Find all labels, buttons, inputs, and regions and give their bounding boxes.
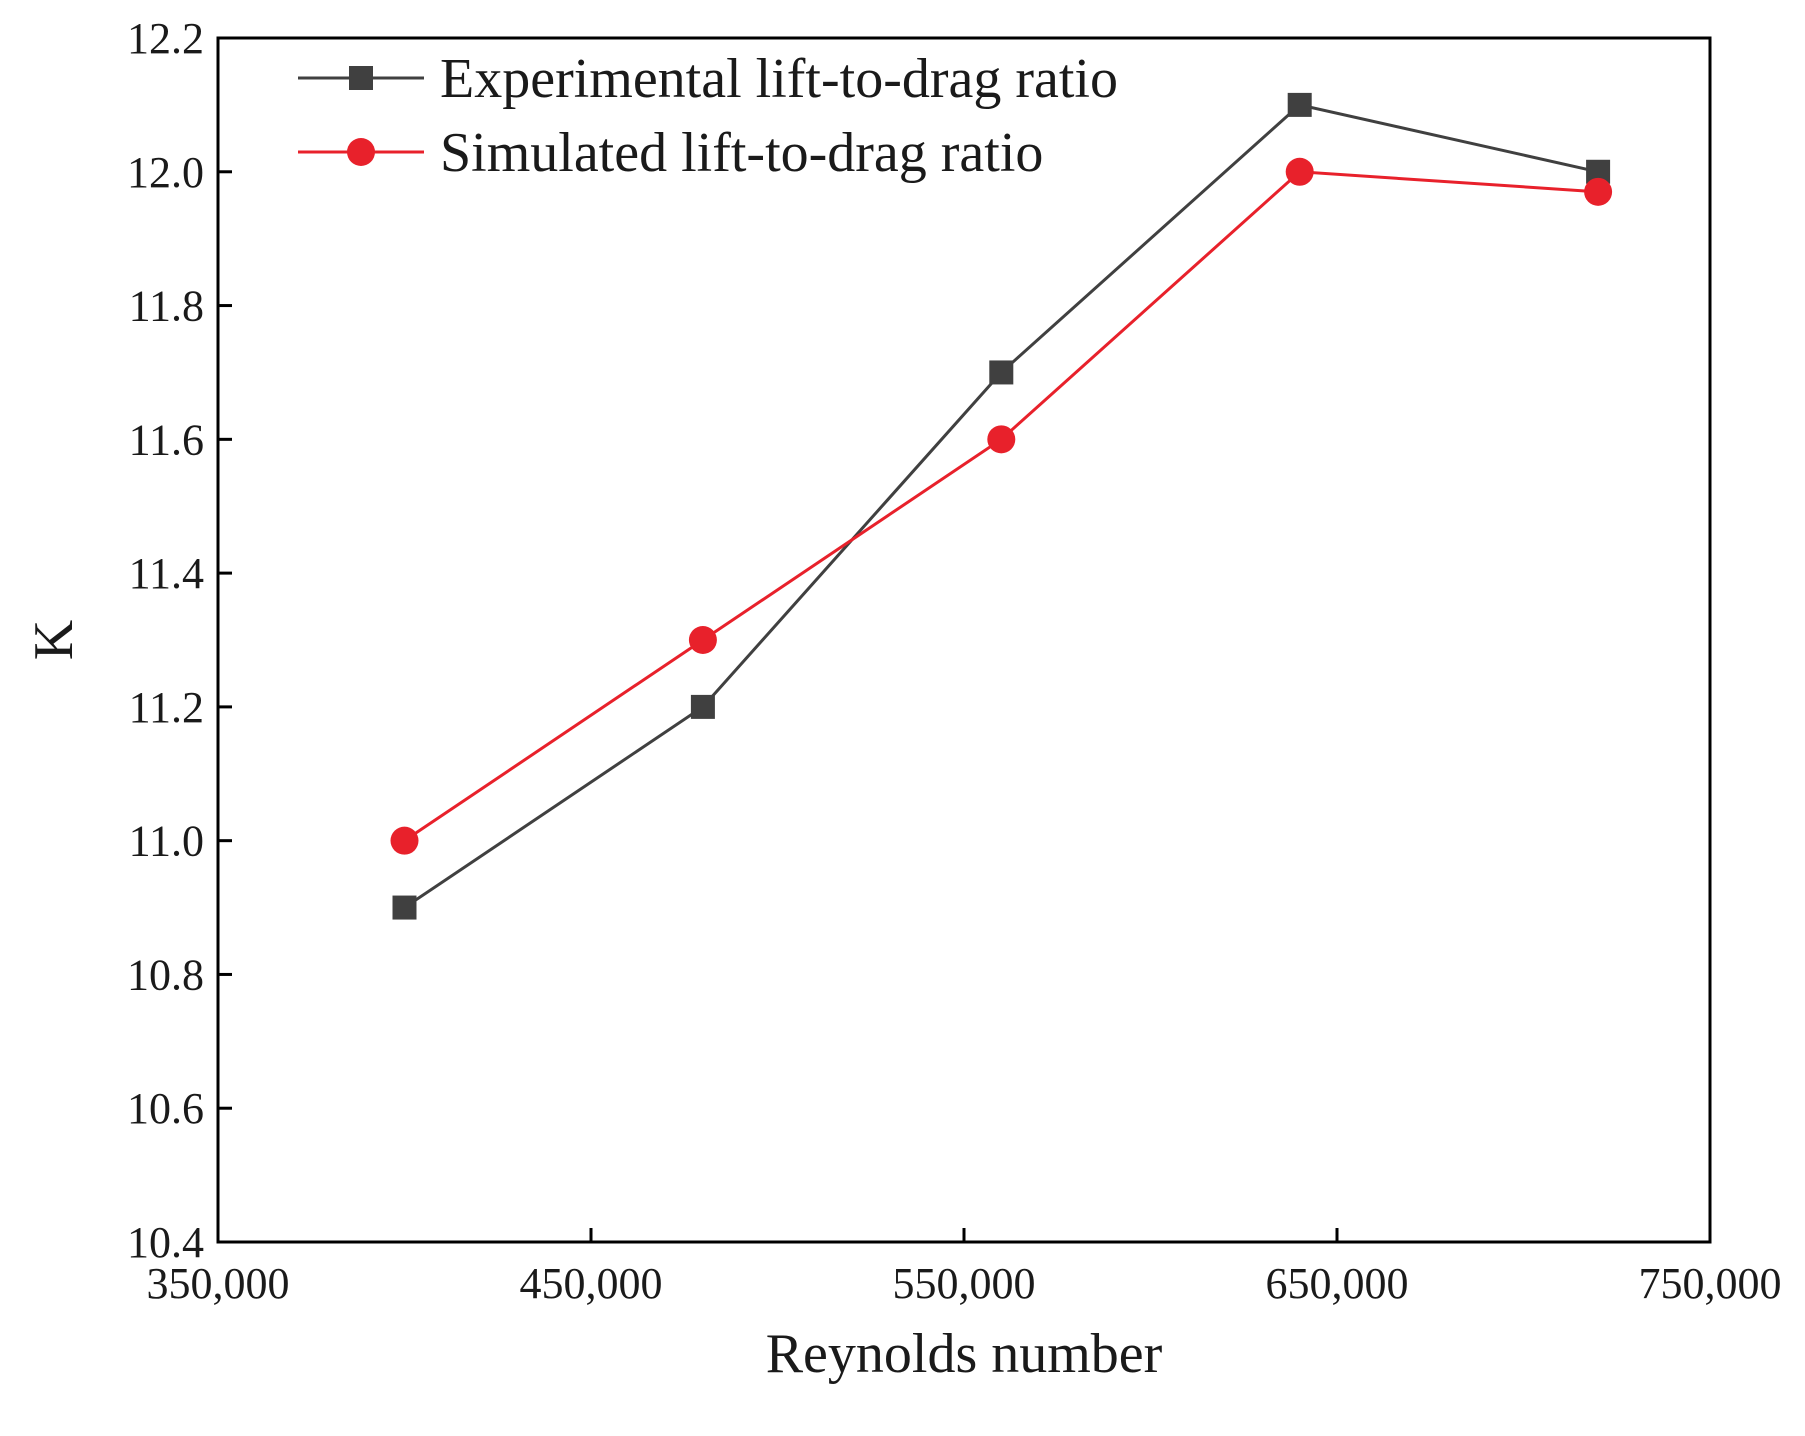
legend-label: Simulated lift-to-drag ratio [440,122,1043,184]
y-tick-label: 10.8 [127,950,204,999]
x-axis-title: Reynolds number [766,1323,1163,1385]
x-tick-label: 550,000 [893,1259,1036,1308]
y-tick-label: 11.4 [129,549,204,598]
series-1 [392,92,1611,920]
y-tick-label: 10.4 [127,1218,204,1267]
y-tick-label: 11.2 [129,683,204,732]
x-axis-ticks: 350,000 450,000 550,000 650,000 750,000 [147,1228,1782,1308]
legend-marker [347,138,375,166]
data-point [688,626,717,654]
legend-item-2: Simulated lift-to-drag ratio [298,122,1043,184]
data-point [390,826,419,855]
series-2 [390,157,1613,855]
data-point [1285,157,1314,186]
y-tick-label: 11.8 [129,282,204,331]
legend-marker [349,66,373,90]
y-tick-label: 11.0 [129,817,204,866]
data-point [392,895,417,920]
y-tick-label: 12.2 [127,14,204,63]
data-point [987,425,1016,454]
x-tick-label: 750,000 [1639,1259,1782,1308]
plot-frame [216,36,1712,1244]
x-tick-label: 650,000 [1266,1259,1409,1308]
series-line [403,170,1599,842]
y-axis-title: K [23,620,85,660]
legend-item-1: Experimental lift-to-drag ratio [298,48,1118,110]
data-point [690,694,715,719]
series [390,92,1613,920]
data-point [1287,92,1312,117]
legend-label: Experimental lift-to-drag ratio [440,48,1118,110]
series-line [403,103,1599,909]
data-point [989,360,1014,385]
x-tick-label: 350,000 [147,1259,290,1308]
y-tick-label: 11.6 [129,415,204,464]
legend: Experimental lift-to-drag ratio Simulated… [298,48,1118,184]
y-axis-ticks: 10.4 10.6 10.8 11.0 11.2 11.4 11.6 11.8 12.0 12.2 [127,14,232,1267]
data-point [1584,177,1613,206]
y-tick-label: 12.0 [127,148,204,197]
y-tick-label: 10.6 [127,1084,204,1133]
axes [216,36,1712,1244]
x-tick-label: 450,000 [520,1259,663,1308]
